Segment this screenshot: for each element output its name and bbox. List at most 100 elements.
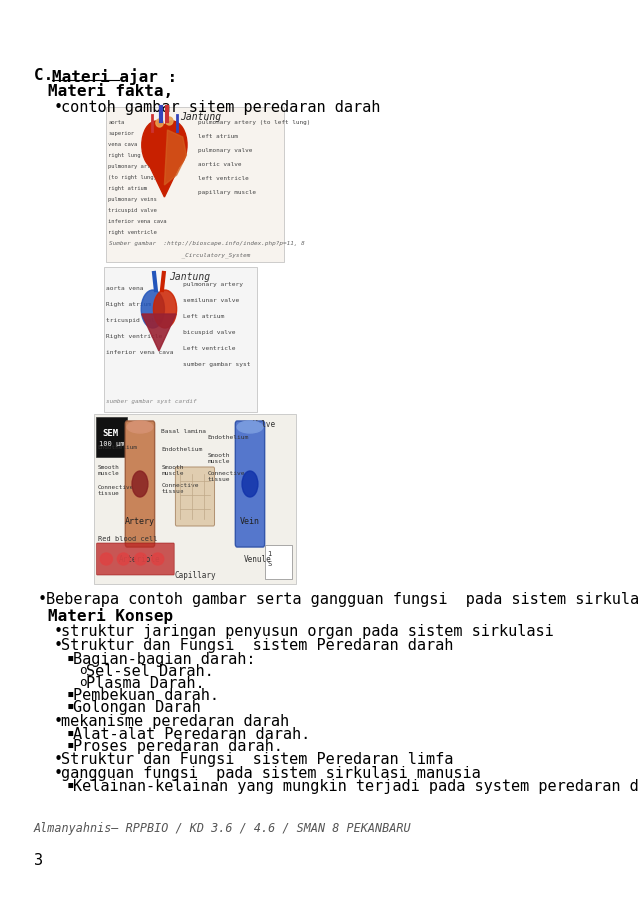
Text: tricuspid valve: tricuspid valve	[106, 318, 162, 323]
FancyBboxPatch shape	[104, 268, 256, 412]
Text: aorta vena: aorta vena	[106, 286, 144, 290]
Ellipse shape	[135, 554, 147, 566]
Text: right atrium: right atrium	[108, 186, 147, 191]
Text: Valve: Valve	[253, 419, 276, 428]
Ellipse shape	[166, 118, 173, 126]
Text: Right ventricle: Right ventricle	[106, 334, 162, 338]
Text: pulmonary artery (to left lung): pulmonary artery (to left lung)	[198, 120, 311, 124]
Text: contoh gambar sitem peredaran darah: contoh gambar sitem peredaran darah	[61, 100, 380, 115]
Circle shape	[242, 472, 258, 497]
Text: Bagian-bagian darah:: Bagian-bagian darah:	[73, 651, 256, 667]
Text: superior: superior	[108, 131, 134, 136]
Text: right lung: right lung	[108, 152, 141, 158]
Text: bicuspid valve: bicuspid valve	[183, 329, 236, 335]
FancyBboxPatch shape	[96, 418, 126, 457]
Text: Connective
tissue: Connective tissue	[98, 484, 134, 495]
Text: struktur jaringan penyusun organ pada sistem sirkulasi: struktur jaringan penyusun organ pada si…	[61, 623, 554, 639]
Text: 1: 1	[267, 550, 271, 557]
Text: S: S	[267, 560, 271, 566]
FancyBboxPatch shape	[94, 415, 296, 584]
Text: SEM: SEM	[103, 428, 119, 437]
Ellipse shape	[237, 421, 263, 434]
Text: •: •	[53, 765, 63, 780]
Text: Struktur dan Fungsi  sistem Peredaran darah: Struktur dan Fungsi sistem Peredaran dar…	[61, 638, 454, 652]
Text: Pembekuan darah.: Pembekuan darah.	[73, 687, 219, 703]
Text: inferior vena cava: inferior vena cava	[108, 219, 167, 224]
Text: Endothelium: Endothelium	[161, 446, 203, 452]
Text: gangguan fungsi  pada sistem sirkulasi manusia: gangguan fungsi pada sistem sirkulasi ma…	[61, 765, 481, 780]
Text: left ventricle: left ventricle	[198, 176, 249, 180]
Polygon shape	[142, 152, 186, 198]
Text: Sumber gambar  :http://bioscape.info/index.php?p=11, 8: Sumber gambar :http://bioscape.info/inde…	[109, 241, 304, 245]
Text: Endothelium: Endothelium	[207, 435, 248, 439]
Text: Alat-alat Peredaran darah.: Alat-alat Peredaran darah.	[73, 726, 311, 741]
Text: Smooth
muscle: Smooth muscle	[98, 465, 119, 475]
Text: 3: 3	[34, 852, 43, 867]
FancyBboxPatch shape	[175, 467, 214, 527]
Text: inferior vena cava: inferior vena cava	[106, 350, 174, 354]
Text: Plasma Darah.: Plasma Darah.	[85, 676, 204, 690]
Text: ▪: ▪	[66, 778, 74, 791]
Text: vena cava: vena cava	[108, 142, 137, 147]
Ellipse shape	[117, 554, 130, 566]
Text: Smooth
muscle: Smooth muscle	[207, 453, 230, 464]
FancyBboxPatch shape	[125, 421, 154, 548]
Text: Red blood cell: Red blood cell	[98, 536, 158, 541]
Text: papillary muscle: papillary muscle	[198, 189, 256, 195]
Text: Arteriole: Arteriole	[119, 555, 160, 564]
FancyBboxPatch shape	[235, 421, 265, 548]
Text: Basal lamina: Basal lamina	[161, 428, 206, 434]
FancyBboxPatch shape	[265, 546, 292, 579]
Ellipse shape	[127, 421, 153, 434]
Text: •: •	[53, 100, 63, 115]
Text: Golongan Darah: Golongan Darah	[73, 699, 201, 714]
Ellipse shape	[152, 554, 164, 566]
Text: Jantung: Jantung	[180, 112, 221, 122]
Text: Sel-sel Darah.: Sel-sel Darah.	[85, 663, 213, 678]
Text: aorta: aorta	[108, 120, 124, 124]
Text: o: o	[79, 663, 86, 676]
Circle shape	[132, 472, 148, 497]
Text: right ventricle: right ventricle	[108, 230, 157, 235]
Text: Left ventricle: Left ventricle	[183, 345, 236, 351]
Text: •: •	[53, 751, 63, 766]
Text: Almanyahnis– RPPBIO / KD 3.6 / 4.6 / SMAN 8 PEKANBARU: Almanyahnis– RPPBIO / KD 3.6 / 4.6 / SMA…	[34, 821, 412, 834]
Text: ▪: ▪	[66, 687, 74, 700]
Text: •: •	[53, 623, 63, 639]
Text: Capillary: Capillary	[174, 570, 216, 579]
Text: Materi Konsep: Materi Konsep	[48, 607, 173, 623]
Text: tricuspid valve: tricuspid valve	[108, 207, 157, 213]
Text: Connective
tissue: Connective tissue	[207, 471, 245, 482]
Text: Kelainan-kelainan yang mungkin terjadi pada system peredaran darah: Kelainan-kelainan yang mungkin terjadi p…	[73, 778, 638, 793]
Text: •: •	[53, 638, 63, 652]
Ellipse shape	[156, 120, 163, 128]
Circle shape	[141, 290, 165, 328]
Text: Proses peredaran darah.: Proses peredaran darah.	[73, 738, 283, 753]
Text: ▪: ▪	[66, 699, 74, 713]
Polygon shape	[165, 131, 186, 186]
Text: 100 μm: 100 μm	[99, 440, 124, 446]
Text: •: •	[53, 713, 63, 728]
Text: Materi fakta,: Materi fakta,	[48, 84, 173, 99]
Ellipse shape	[100, 554, 112, 566]
Text: aortic valve: aortic valve	[198, 161, 242, 167]
Text: Materi ajar :: Materi ajar :	[52, 68, 177, 85]
Text: (to right lung): (to right lung)	[108, 175, 157, 179]
Text: Smooth
muscle: Smooth muscle	[161, 465, 184, 475]
Text: Right atrium: Right atrium	[106, 301, 151, 307]
Text: sumber gambar syst: sumber gambar syst	[183, 362, 251, 366]
Text: Left atrium: Left atrium	[183, 314, 225, 318]
Text: mekanisme peredaran darah: mekanisme peredaran darah	[61, 713, 289, 728]
Text: pulmonary artery: pulmonary artery	[108, 164, 160, 169]
Text: pulmonary valve: pulmonary valve	[198, 148, 253, 152]
Text: Endothelium: Endothelium	[98, 445, 138, 449]
Text: pulmonary artery: pulmonary artery	[183, 281, 243, 287]
Text: Beberapa contoh gambar serta gangguan fungsi  pada sistem sirkulasi manusia: Beberapa contoh gambar serta gangguan fu…	[46, 592, 638, 606]
Text: Vein: Vein	[240, 517, 260, 526]
Circle shape	[158, 122, 187, 170]
Text: ▪: ▪	[66, 738, 74, 751]
Text: Connective
tissue: Connective tissue	[161, 483, 199, 493]
Text: •: •	[38, 592, 47, 606]
Circle shape	[153, 290, 177, 328]
Text: semilunar valve: semilunar valve	[183, 298, 240, 303]
